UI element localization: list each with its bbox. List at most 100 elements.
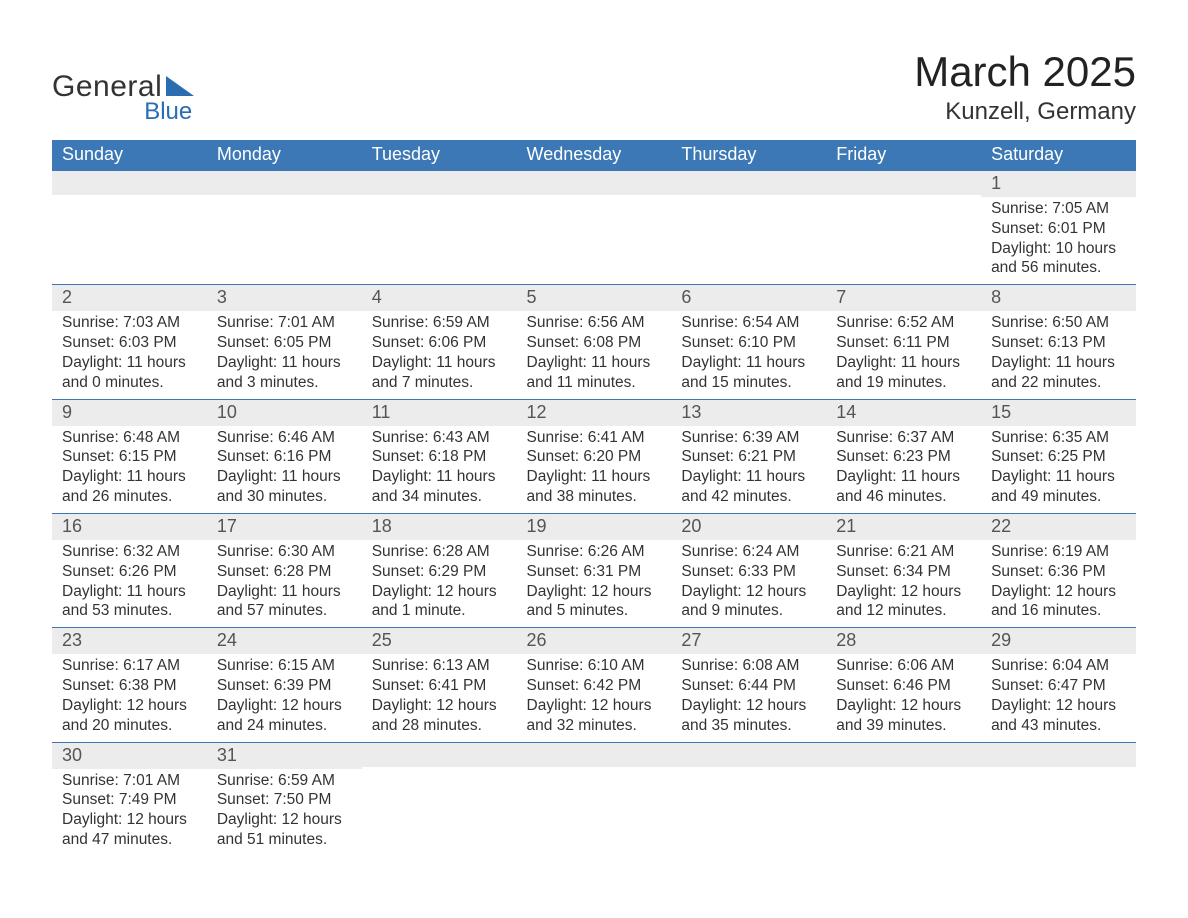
- day-number: [52, 171, 207, 195]
- day-number: 31: [207, 743, 362, 769]
- day-data: [52, 195, 207, 265]
- day-number: 10: [207, 400, 362, 426]
- daylight-text: Daylight: 11 hours and 26 minutes.: [62, 467, 197, 507]
- sunset-text: Sunset: 6:33 PM: [681, 562, 816, 582]
- calendar-week: 2Sunrise: 7:03 AMSunset: 6:03 PMDaylight…: [52, 285, 1136, 399]
- day-number: 2: [52, 285, 207, 311]
- sunset-text: Sunset: 6:15 PM: [62, 447, 197, 467]
- day-number: 16: [52, 514, 207, 540]
- sunset-text: Sunset: 6:23 PM: [836, 447, 971, 467]
- sunrise-text: Sunrise: 6:39 AM: [681, 428, 816, 448]
- daylight-text: Daylight: 12 hours and 12 minutes.: [836, 582, 971, 622]
- daylight-text: Daylight: 11 hours and 53 minutes.: [62, 582, 197, 622]
- sunrise-text: Sunrise: 6:37 AM: [836, 428, 971, 448]
- day-data: Sunrise: 7:01 AMSunset: 7:49 PMDaylight:…: [52, 769, 207, 856]
- daylight-text: Daylight: 11 hours and 46 minutes.: [836, 467, 971, 507]
- day-number: 17: [207, 514, 362, 540]
- calendar-cell: 9Sunrise: 6:48 AMSunset: 6:15 PMDaylight…: [52, 399, 207, 513]
- day-number: 18: [362, 514, 517, 540]
- sunrise-text: Sunrise: 7:01 AM: [62, 771, 197, 791]
- calendar-cell: 13Sunrise: 6:39 AMSunset: 6:21 PMDayligh…: [671, 399, 826, 513]
- sunrise-text: Sunrise: 6:19 AM: [991, 542, 1126, 562]
- sunrise-text: Sunrise: 6:24 AM: [681, 542, 816, 562]
- calendar-week: 16Sunrise: 6:32 AMSunset: 6:26 PMDayligh…: [52, 513, 1136, 627]
- day-number: [671, 743, 826, 767]
- daylight-text: Daylight: 12 hours and 16 minutes.: [991, 582, 1126, 622]
- calendar-cell: [826, 742, 981, 856]
- sunrise-text: Sunrise: 6:17 AM: [62, 656, 197, 676]
- day-number: [826, 171, 981, 195]
- day-number: 1: [981, 171, 1136, 197]
- day-number: 3: [207, 285, 362, 311]
- day-data: Sunrise: 6:37 AMSunset: 6:23 PMDaylight:…: [826, 426, 981, 513]
- calendar-cell: 15Sunrise: 6:35 AMSunset: 6:25 PMDayligh…: [981, 399, 1136, 513]
- daylight-text: Daylight: 12 hours and 35 minutes.: [681, 696, 816, 736]
- day-number: [362, 171, 517, 195]
- day-header: Saturday: [981, 140, 1136, 170]
- calendar-cell: 5Sunrise: 6:56 AMSunset: 6:08 PMDaylight…: [517, 285, 672, 399]
- calendar-cell: [517, 742, 672, 856]
- day-data: Sunrise: 6:52 AMSunset: 6:11 PMDaylight:…: [826, 311, 981, 398]
- daylight-text: Daylight: 11 hours and 3 minutes.: [217, 353, 352, 393]
- sunset-text: Sunset: 6:46 PM: [836, 676, 971, 696]
- calendar-cell: [362, 170, 517, 285]
- day-number: 23: [52, 628, 207, 654]
- calendar-cell: [517, 170, 672, 285]
- header-row: General Blue March 2025 Kunzell, Germany: [52, 48, 1136, 126]
- sunset-text: Sunset: 6:38 PM: [62, 676, 197, 696]
- day-number: 27: [671, 628, 826, 654]
- day-data: Sunrise: 6:56 AMSunset: 6:08 PMDaylight:…: [517, 311, 672, 398]
- sunset-text: Sunset: 6:36 PM: [991, 562, 1126, 582]
- day-data: Sunrise: 6:32 AMSunset: 6:26 PMDaylight:…: [52, 540, 207, 627]
- calendar-cell: 29Sunrise: 6:04 AMSunset: 6:47 PMDayligh…: [981, 628, 1136, 742]
- sunrise-text: Sunrise: 6:43 AM: [372, 428, 507, 448]
- day-number: 15: [981, 400, 1136, 426]
- sunrise-text: Sunrise: 7:01 AM: [217, 313, 352, 333]
- day-data: Sunrise: 6:06 AMSunset: 6:46 PMDaylight:…: [826, 654, 981, 741]
- calendar-cell: 8Sunrise: 6:50 AMSunset: 6:13 PMDaylight…: [981, 285, 1136, 399]
- day-data: Sunrise: 6:59 AMSunset: 7:50 PMDaylight:…: [207, 769, 362, 856]
- sunset-text: Sunset: 6:28 PM: [217, 562, 352, 582]
- day-number: 19: [517, 514, 672, 540]
- sunrise-text: Sunrise: 6:10 AM: [527, 656, 662, 676]
- sunset-text: Sunset: 6:13 PM: [991, 333, 1126, 353]
- day-data: Sunrise: 6:21 AMSunset: 6:34 PMDaylight:…: [826, 540, 981, 627]
- calendar-cell: 6Sunrise: 6:54 AMSunset: 6:10 PMDaylight…: [671, 285, 826, 399]
- daylight-text: Daylight: 11 hours and 7 minutes.: [372, 353, 507, 393]
- daylight-text: Daylight: 11 hours and 11 minutes.: [527, 353, 662, 393]
- day-data: [517, 195, 672, 265]
- day-number: 4: [362, 285, 517, 311]
- calendar-cell: 30Sunrise: 7:01 AMSunset: 7:49 PMDayligh…: [52, 742, 207, 856]
- day-number: [517, 171, 672, 195]
- day-number: [671, 171, 826, 195]
- day-data: Sunrise: 7:01 AMSunset: 6:05 PMDaylight:…: [207, 311, 362, 398]
- sunset-text: Sunset: 7:49 PM: [62, 790, 197, 810]
- calendar-cell: [826, 170, 981, 285]
- sunrise-text: Sunrise: 6:59 AM: [372, 313, 507, 333]
- day-header: Thursday: [671, 140, 826, 170]
- sunrise-text: Sunrise: 6:06 AM: [836, 656, 971, 676]
- sunset-text: Sunset: 6:10 PM: [681, 333, 816, 353]
- calendar-week: 1Sunrise: 7:05 AMSunset: 6:01 PMDaylight…: [52, 170, 1136, 285]
- day-header: Tuesday: [362, 140, 517, 170]
- day-number: 26: [517, 628, 672, 654]
- sunrise-text: Sunrise: 6:21 AM: [836, 542, 971, 562]
- calendar-cell: 2Sunrise: 7:03 AMSunset: 6:03 PMDaylight…: [52, 285, 207, 399]
- daylight-text: Daylight: 11 hours and 42 minutes.: [681, 467, 816, 507]
- calendar-cell: 21Sunrise: 6:21 AMSunset: 6:34 PMDayligh…: [826, 513, 981, 627]
- day-number: [207, 171, 362, 195]
- calendar-cell: 20Sunrise: 6:24 AMSunset: 6:33 PMDayligh…: [671, 513, 826, 627]
- day-data: Sunrise: 6:43 AMSunset: 6:18 PMDaylight:…: [362, 426, 517, 513]
- daylight-text: Daylight: 11 hours and 49 minutes.: [991, 467, 1126, 507]
- day-data: [826, 195, 981, 265]
- sunset-text: Sunset: 6:01 PM: [991, 219, 1126, 239]
- day-data: Sunrise: 6:30 AMSunset: 6:28 PMDaylight:…: [207, 540, 362, 627]
- day-data: [207, 195, 362, 265]
- day-data: Sunrise: 6:15 AMSunset: 6:39 PMDaylight:…: [207, 654, 362, 741]
- day-header: Monday: [207, 140, 362, 170]
- calendar-table: SundayMondayTuesdayWednesdayThursdayFrid…: [52, 140, 1136, 856]
- day-data: [671, 195, 826, 265]
- day-data: Sunrise: 6:24 AMSunset: 6:33 PMDaylight:…: [671, 540, 826, 627]
- day-number: 7: [826, 285, 981, 311]
- day-data: Sunrise: 6:08 AMSunset: 6:44 PMDaylight:…: [671, 654, 826, 741]
